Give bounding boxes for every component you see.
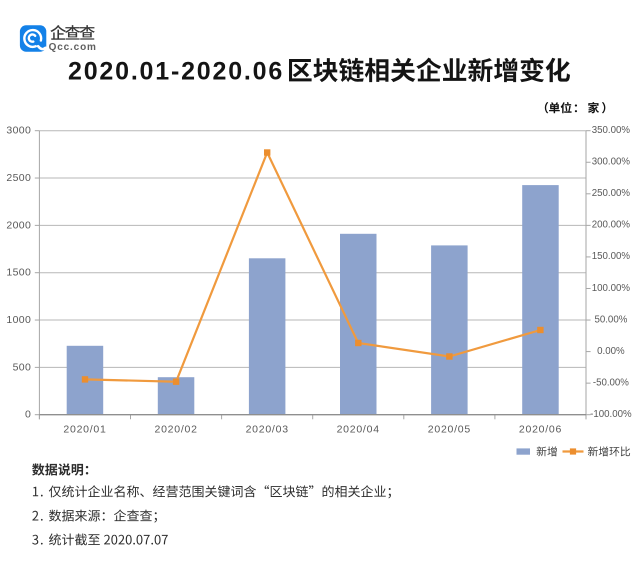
svg-text:250.00%: 250.00% <box>592 188 631 199</box>
svg-text:-100.00%: -100.00% <box>590 409 632 420</box>
svg-text:1000: 1000 <box>6 314 31 326</box>
svg-text:2500: 2500 <box>6 172 31 184</box>
svg-text:Qcc.com: Qcc.com <box>49 42 97 53</box>
svg-text:2020/05: 2020/05 <box>428 424 471 436</box>
svg-text:2000: 2000 <box>6 219 31 231</box>
svg-text:1500: 1500 <box>6 267 31 279</box>
svg-text:350.00%: 350.00% <box>592 125 631 136</box>
svg-text:500: 500 <box>13 361 32 373</box>
svg-text:2020.01-2020.06: 2020.01-2020.06 <box>68 58 284 86</box>
svg-text:2020/02: 2020/02 <box>154 424 197 436</box>
svg-text:2020/06: 2020/06 <box>519 424 562 436</box>
svg-text:2020/01: 2020/01 <box>63 424 106 436</box>
svg-text:200.00%: 200.00% <box>592 220 631 231</box>
svg-text:150.00%: 150.00% <box>592 251 631 262</box>
svg-text:2020/03: 2020/03 <box>246 424 289 436</box>
svg-text:3000: 3000 <box>6 125 31 137</box>
svg-text:2020/04: 2020/04 <box>337 424 380 436</box>
svg-text:-50.00%: -50.00% <box>593 377 629 388</box>
svg-text:0.00%: 0.00% <box>597 346 625 357</box>
svg-text:100.00%: 100.00% <box>592 283 631 294</box>
svg-text:0: 0 <box>25 409 31 421</box>
svg-text:50.00%: 50.00% <box>594 314 627 325</box>
svg-text:300.00%: 300.00% <box>592 157 631 168</box>
